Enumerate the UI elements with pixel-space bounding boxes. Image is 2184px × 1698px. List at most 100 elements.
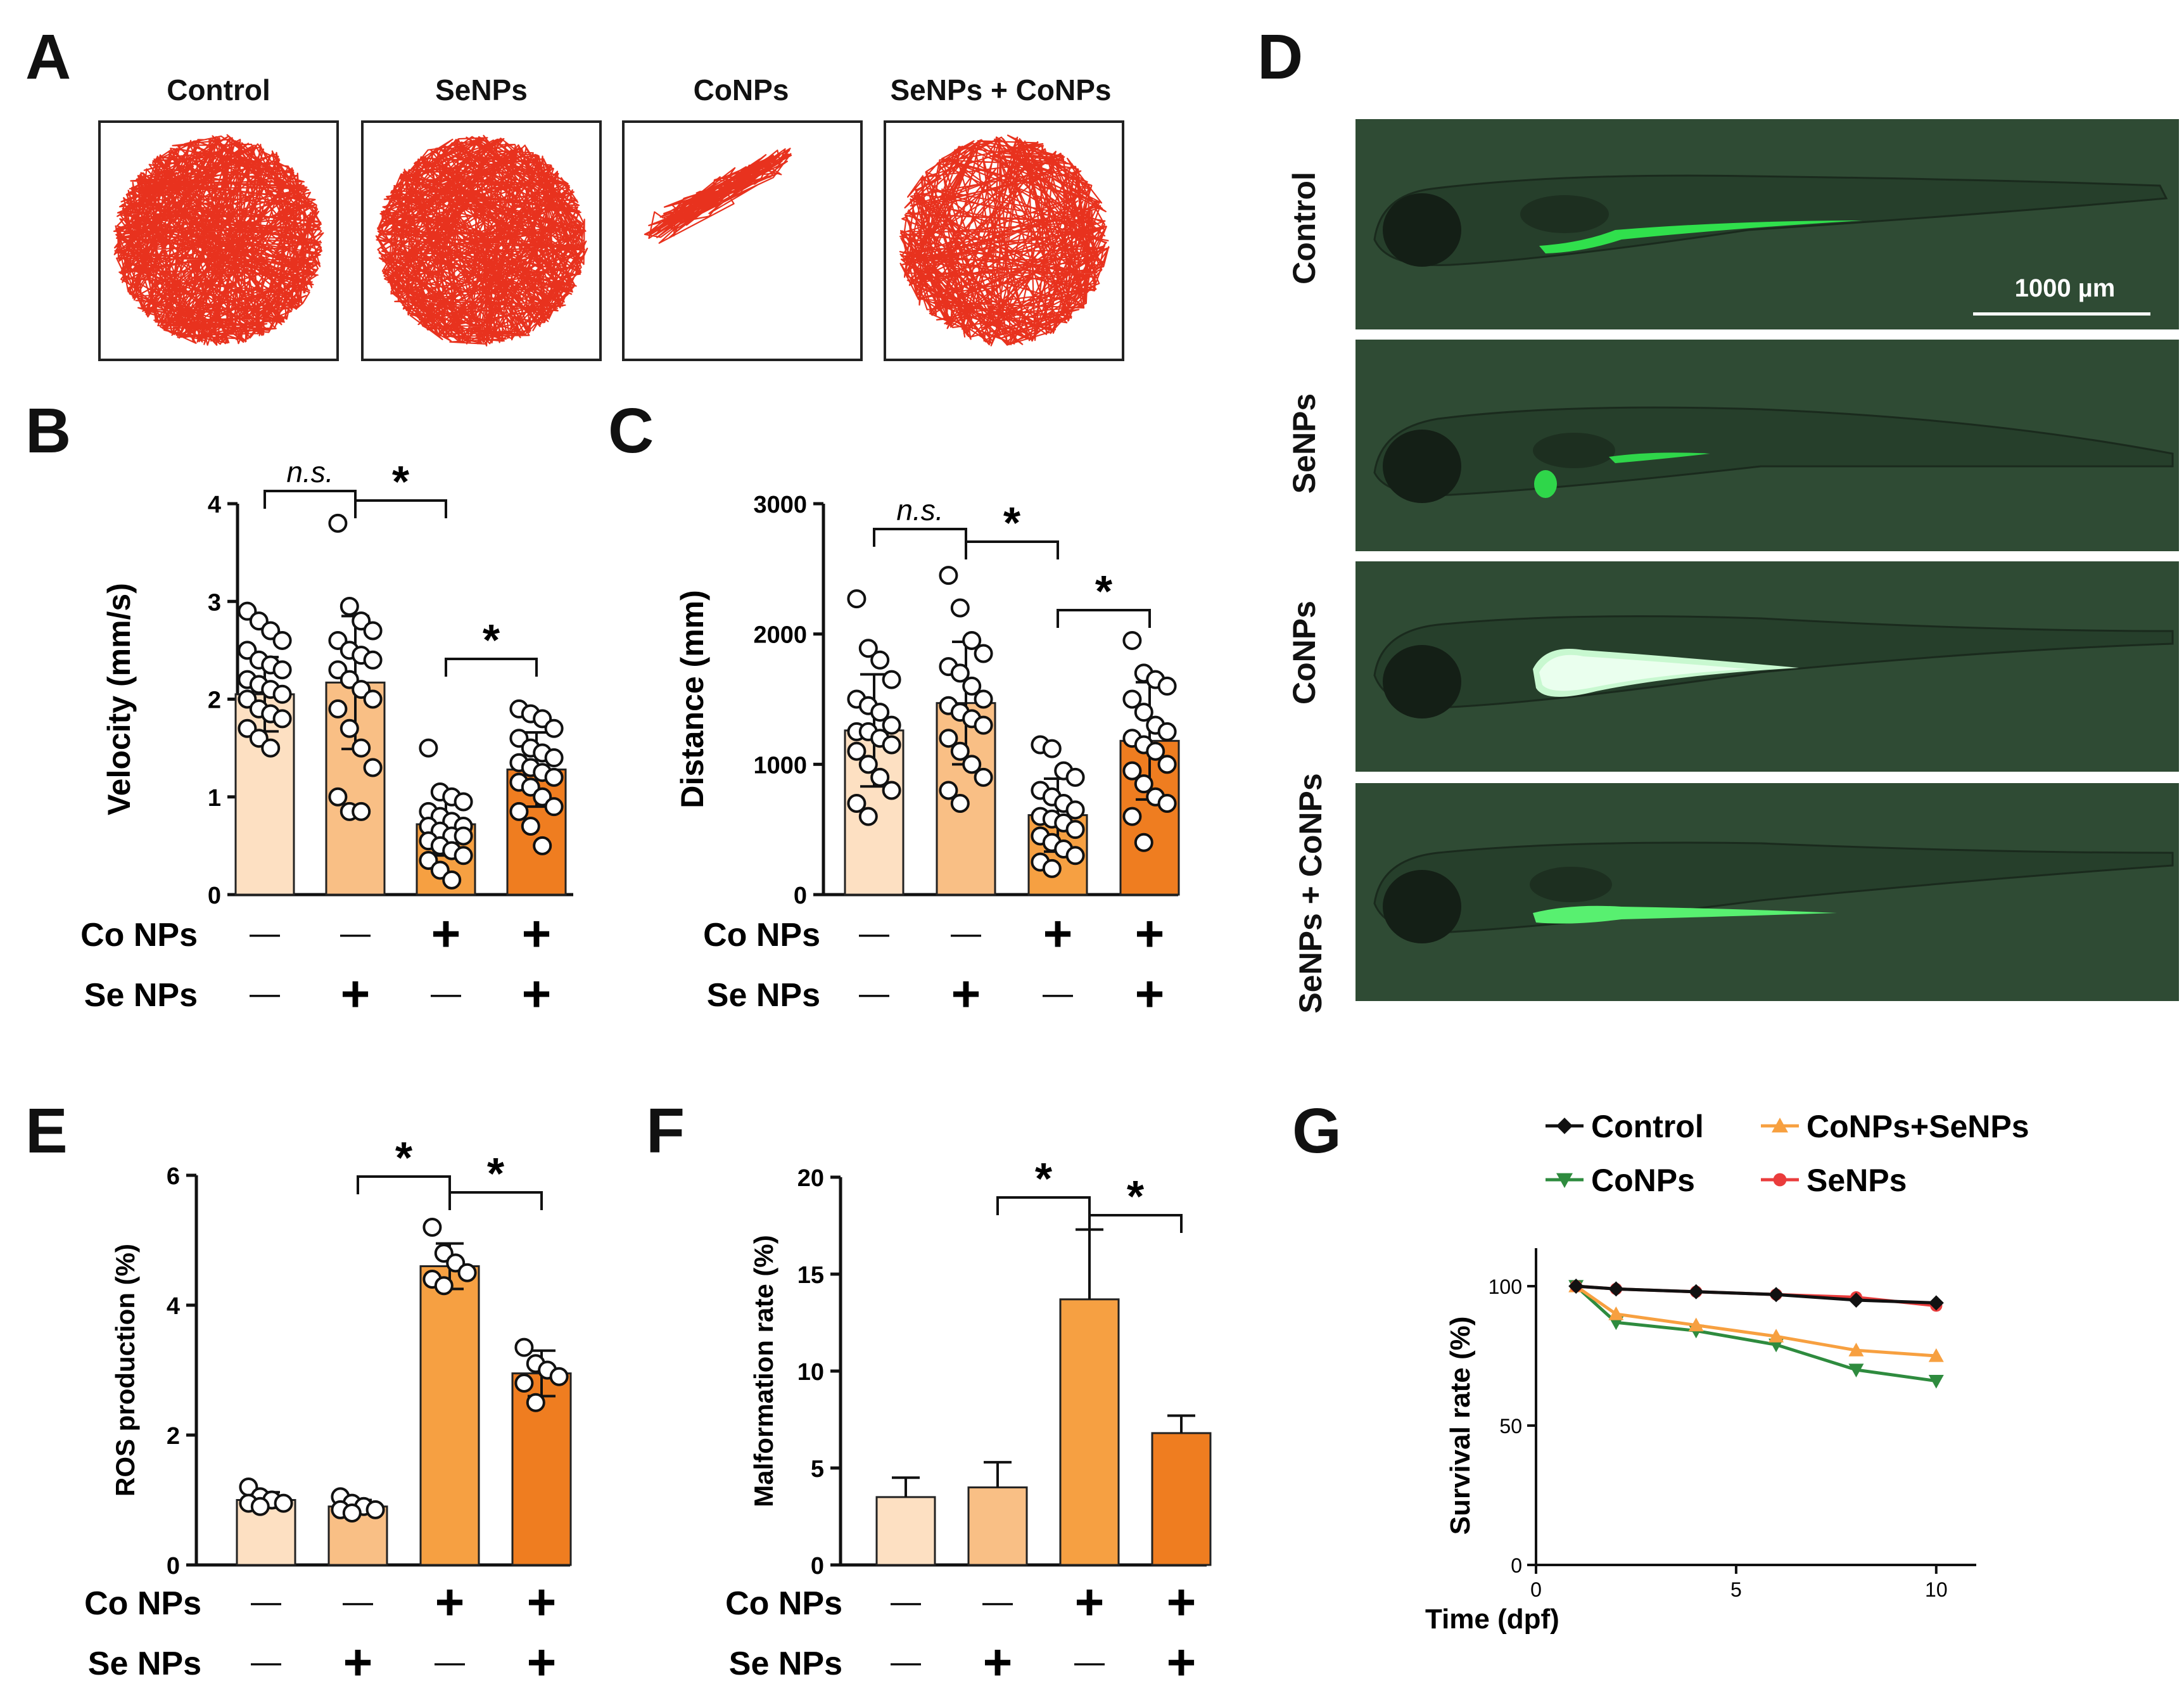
chart-panel-g: 0 50 100 0 5 10 Survival rate (%) Time (dpf) Con… — [1425, 1109, 2029, 1635]
marker-triangle-down — [1556, 1173, 1573, 1188]
data-point — [1146, 741, 1165, 761]
group-plus: + — [341, 966, 371, 1022]
data-point — [847, 794, 867, 814]
larva-senps — [1373, 406, 2174, 503]
data-point — [363, 650, 383, 670]
significance-label: n.s. — [286, 456, 333, 488]
data-point — [328, 513, 348, 533]
data-point — [950, 598, 970, 618]
data-point — [882, 670, 901, 689]
data-point — [882, 735, 901, 755]
data-point — [272, 660, 292, 680]
data-point — [1134, 703, 1153, 722]
data-point — [434, 1276, 454, 1296]
marker-diamond — [1688, 1284, 1704, 1299]
y-tick-label: 5 — [811, 1456, 824, 1483]
y-tick-label: 6 — [167, 1163, 180, 1190]
y-tick-label: 1000 — [753, 752, 807, 779]
data-point — [272, 709, 292, 729]
group-plus: + — [527, 1574, 557, 1630]
y-tick-label: 0 — [811, 1553, 824, 1580]
data-point — [939, 566, 958, 585]
data-point — [1122, 807, 1142, 826]
group-plus: + — [527, 1634, 557, 1690]
data-point — [365, 1500, 385, 1519]
data-point — [882, 715, 901, 735]
panel-label-g: G — [1292, 1095, 1342, 1166]
y-axis-label: ROS production (%) — [110, 1244, 140, 1497]
y-tick-label: 2 — [208, 687, 221, 714]
y-axis-label: Velocity (mm/s) — [101, 583, 137, 815]
larva-control — [1373, 174, 2168, 267]
y-axis-label: Survival rate (%) — [1445, 1317, 1476, 1535]
data-point — [514, 1337, 534, 1357]
micrograph-control: 1000 µm — [1355, 119, 2179, 329]
significance-bracket — [873, 528, 967, 547]
group-dash: — — [859, 917, 889, 950]
marker-triangle-up — [1608, 1306, 1624, 1320]
data-point — [962, 755, 982, 774]
larva-conps — [1373, 615, 2174, 718]
data-point — [340, 718, 359, 738]
data-point — [272, 630, 292, 650]
significance-bracket — [448, 1191, 543, 1210]
data-point — [544, 718, 564, 738]
data-point — [521, 817, 540, 836]
marker-triangle-down — [1928, 1375, 1944, 1389]
significance-label: * — [392, 457, 410, 506]
group-dash: — — [250, 917, 280, 950]
marker-diamond — [1768, 1287, 1784, 1303]
row-label-co-nps: Co NPs — [80, 917, 198, 954]
group-dash: — — [891, 1585, 921, 1619]
track-title-senps: SeNPs — [435, 73, 528, 106]
group-dash: — — [343, 1585, 373, 1619]
marker-diamond — [1928, 1295, 1944, 1311]
y-tick-label: 4 — [167, 1293, 180, 1320]
marker-triangle-down — [1848, 1363, 1864, 1377]
y-tick-label: 1 — [208, 785, 221, 812]
significance-bracket — [1057, 609, 1151, 628]
scale-bar — [1973, 312, 2150, 316]
group-plus: + — [1167, 1634, 1197, 1690]
micro-divider-2 — [1355, 551, 2179, 556]
data-point — [939, 729, 958, 748]
data-point — [250, 1497, 270, 1516]
legend-label: CoNPs+SeNPs — [1806, 1109, 2029, 1144]
data-point — [363, 758, 383, 777]
chart-panel-c: 0 1000 2000 3000 Distance (mm) n.s. * * Co NPs Se… — [675, 492, 1180, 1022]
data-point — [274, 1493, 293, 1513]
data-point — [1065, 820, 1085, 839]
row-label-se-nps: Se NPs — [88, 1645, 201, 1682]
data-point — [342, 1503, 362, 1522]
data-point — [328, 787, 348, 807]
data-point — [858, 807, 878, 826]
swim-path — [644, 148, 792, 244]
track-title-conps: CoNPs — [693, 73, 789, 106]
data-point — [1122, 761, 1142, 781]
y-tick-label: 20 — [797, 1165, 824, 1192]
significance-bracket — [354, 499, 447, 518]
marker-triangle-up — [1772, 1118, 1788, 1133]
data-point — [457, 1263, 477, 1282]
group-plus: + — [522, 966, 552, 1022]
micrograph-conps — [1355, 561, 2179, 772]
group-plus: + — [983, 1634, 1013, 1690]
data-point — [858, 639, 878, 658]
data-point — [549, 1367, 569, 1386]
data-point — [1157, 755, 1177, 774]
group-dash: — — [435, 1645, 465, 1679]
data-point — [1042, 859, 1062, 878]
row-label-se-nps: Se NPs — [729, 1645, 842, 1682]
significance-label: * — [1095, 566, 1113, 616]
data-point — [950, 794, 970, 814]
scale-bar-label: 1000 µm — [2014, 274, 2116, 302]
group-plus: + — [343, 1634, 373, 1690]
track-box-senps-conps — [884, 120, 1124, 361]
data-point — [526, 1393, 545, 1412]
significance-label: * — [1127, 1171, 1145, 1221]
data-point — [1122, 689, 1142, 709]
y-tick-label: 3000 — [753, 492, 807, 518]
marker-triangle-up — [1768, 1329, 1784, 1343]
group-plus: + — [431, 905, 461, 962]
y-tick-label: 4 — [208, 492, 221, 518]
